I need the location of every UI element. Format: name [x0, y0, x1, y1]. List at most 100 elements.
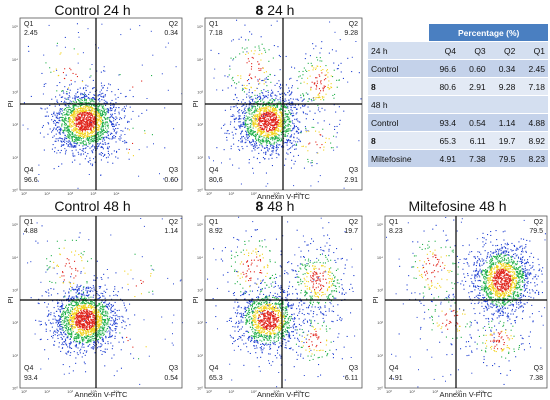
- scatter-point: [77, 136, 79, 138]
- scatter-point: [107, 146, 109, 148]
- x-axis-label: Annexin V-FITC: [257, 192, 311, 201]
- scatter-point: [303, 81, 305, 83]
- scatter-point: [271, 95, 273, 97]
- scatter-point: [259, 116, 261, 118]
- scatter-point: [280, 139, 282, 141]
- scatter-point: [105, 312, 107, 314]
- scatter-point: [71, 312, 73, 314]
- scatter-point: [65, 149, 67, 151]
- scatter-point: [54, 105, 56, 107]
- scatter-point: [281, 128, 283, 130]
- scatter-point: [266, 145, 268, 147]
- scatter-point: [265, 121, 267, 123]
- scatter-point: [254, 120, 256, 122]
- scatter-point: [286, 139, 288, 141]
- scatter-point: [75, 145, 77, 147]
- scatter-point: [96, 309, 98, 311]
- scatter-point: [91, 136, 93, 138]
- scatter-point: [61, 138, 63, 140]
- scatter-point: [277, 133, 279, 135]
- scatter-point: [273, 142, 275, 144]
- scatter-point: [266, 116, 268, 118]
- scatter-point: [81, 131, 83, 133]
- scatter-point: [270, 119, 272, 121]
- scatter-point: [264, 119, 266, 121]
- scatter-point: [103, 334, 105, 336]
- scatter-point: [294, 118, 296, 120]
- scatter-point: [83, 325, 85, 327]
- scatter-point: [66, 112, 68, 114]
- scatter-point: [82, 150, 84, 152]
- scatter-point: [129, 28, 131, 30]
- scatter-point: [241, 47, 243, 49]
- scatter-point: [284, 119, 286, 121]
- scatter-point: [91, 113, 93, 115]
- scatter-point: [272, 117, 274, 119]
- scatter-point: [93, 329, 95, 331]
- scatter-point: [319, 111, 321, 113]
- scatter-point: [336, 68, 338, 70]
- scatter-point: [69, 313, 71, 315]
- scatter-point: [323, 146, 325, 148]
- scatter-point: [46, 315, 48, 317]
- scatter-point: [64, 97, 66, 99]
- scatter-point: [90, 322, 92, 324]
- scatter-point: [109, 108, 111, 110]
- scatter-point: [109, 138, 111, 140]
- scatter-point: [279, 125, 281, 127]
- scatter-point: [259, 129, 261, 131]
- scatter-point: [64, 322, 66, 324]
- scatter-point: [81, 124, 83, 126]
- scatter-point: [61, 338, 63, 340]
- scatter-point: [263, 101, 265, 103]
- scatter-point: [318, 88, 320, 90]
- scatter-point: [61, 144, 63, 146]
- scatter-point: [63, 144, 65, 146]
- scatter-point: [111, 109, 113, 111]
- scatter-point: [262, 113, 264, 115]
- scatter-point: [65, 304, 67, 306]
- scatter-point: [274, 137, 276, 139]
- scatter-point: [255, 127, 257, 129]
- scatter-point: [259, 106, 261, 108]
- scatter-point: [259, 121, 261, 123]
- scatter-point: [116, 122, 118, 124]
- scatter-point: [88, 339, 90, 341]
- scatter-point: [264, 131, 266, 133]
- scatter-point: [303, 98, 305, 100]
- scatter-point: [90, 115, 92, 117]
- scatter-point: [259, 141, 261, 143]
- scatter-point: [78, 130, 80, 132]
- scatter-point: [275, 133, 277, 135]
- scatter-point: [119, 117, 121, 119]
- scatter-point: [250, 128, 252, 130]
- scatter-point: [106, 118, 108, 120]
- scatter-point: [97, 138, 99, 140]
- x-tick-label: 10²: [67, 191, 73, 196]
- scatter-point: [78, 118, 80, 120]
- scatter-point: [275, 97, 277, 99]
- scatter-point: [82, 294, 84, 296]
- scatter-point: [260, 134, 262, 136]
- scatter-point: [313, 99, 315, 101]
- scatter-point: [82, 125, 84, 127]
- scatter-point: [80, 318, 82, 320]
- scatter-point: [40, 107, 42, 109]
- scatter-point: [265, 172, 267, 174]
- scatter-point: [84, 304, 86, 306]
- scatter-point: [53, 288, 55, 290]
- scatter-point: [70, 341, 72, 343]
- scatter-point: [65, 93, 67, 95]
- scatter-point: [319, 175, 321, 177]
- scatter-point: [277, 91, 279, 93]
- scatter-point: [68, 334, 70, 336]
- scatter-point: [100, 302, 102, 304]
- scatter-point: [299, 75, 301, 77]
- scatter-point: [315, 88, 317, 90]
- scatter-point: [278, 154, 280, 156]
- scatter-point: [38, 298, 40, 300]
- scatter-point: [46, 306, 48, 308]
- scatter-point: [264, 147, 266, 149]
- scatter-point: [268, 109, 270, 111]
- scatter-point: [244, 87, 246, 89]
